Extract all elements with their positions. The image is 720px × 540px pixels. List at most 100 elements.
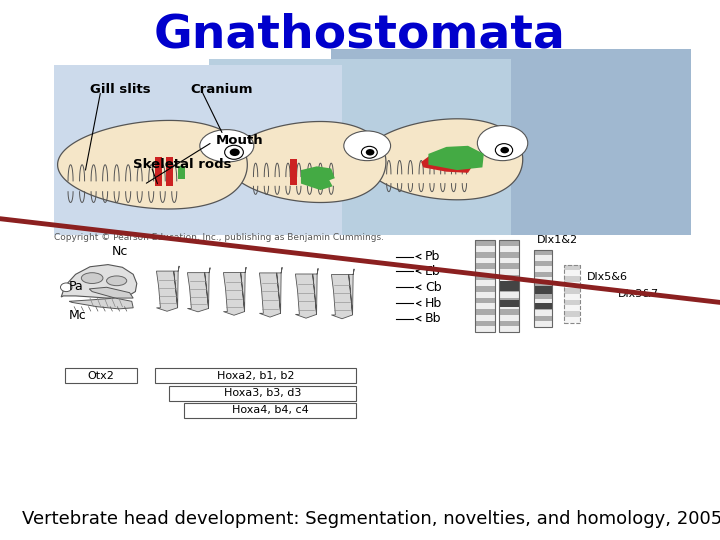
Circle shape — [495, 144, 513, 157]
Polygon shape — [58, 120, 248, 209]
Bar — [475, 326, 495, 332]
Bar — [564, 294, 580, 300]
Bar — [534, 278, 552, 283]
Bar — [475, 321, 495, 326]
Polygon shape — [428, 146, 484, 170]
Text: Cranium: Cranium — [191, 83, 253, 96]
Bar — [475, 252, 495, 258]
Bar — [499, 321, 519, 326]
Circle shape — [366, 149, 374, 156]
Bar — [564, 265, 580, 271]
Bar — [499, 269, 519, 275]
Polygon shape — [301, 176, 333, 190]
Bar — [534, 261, 552, 266]
Bar — [499, 240, 519, 246]
Polygon shape — [227, 122, 386, 202]
Bar — [166, 157, 173, 186]
Bar — [534, 286, 552, 294]
Bar — [499, 258, 519, 263]
Bar — [534, 250, 552, 327]
Bar — [534, 303, 552, 309]
Text: Pb: Pb — [425, 250, 440, 263]
Bar — [499, 280, 519, 286]
Circle shape — [60, 283, 72, 292]
Ellipse shape — [81, 273, 103, 284]
Bar — [499, 309, 519, 315]
Bar — [475, 240, 495, 332]
Text: Nc: Nc — [112, 245, 128, 258]
Bar — [499, 246, 519, 252]
Bar — [564, 265, 580, 323]
FancyBboxPatch shape — [184, 403, 356, 418]
Text: Gill slits: Gill slits — [90, 83, 150, 96]
Bar — [564, 271, 580, 276]
Ellipse shape — [107, 276, 127, 286]
Bar — [534, 316, 552, 321]
Text: Eb: Eb — [425, 265, 441, 278]
Polygon shape — [187, 268, 210, 312]
Bar — [475, 292, 495, 298]
Text: Cb: Cb — [425, 281, 441, 294]
Bar — [534, 255, 552, 261]
Bar — [499, 240, 519, 332]
Ellipse shape — [200, 130, 254, 162]
Circle shape — [361, 146, 377, 158]
Polygon shape — [331, 269, 354, 319]
Bar — [564, 276, 580, 282]
Bar — [475, 246, 495, 252]
Bar — [499, 292, 519, 298]
Bar — [475, 309, 495, 315]
Bar — [499, 252, 519, 258]
FancyBboxPatch shape — [155, 368, 356, 383]
Polygon shape — [61, 265, 137, 298]
Bar — [331, 49, 691, 235]
FancyBboxPatch shape — [65, 368, 137, 383]
Polygon shape — [301, 166, 335, 184]
Bar — [499, 286, 519, 292]
Circle shape — [500, 147, 509, 153]
Text: Gnathostomata: Gnathostomata — [154, 12, 566, 58]
Text: Hoxa3, b3, d3: Hoxa3, b3, d3 — [224, 388, 302, 398]
Bar — [564, 306, 580, 311]
Bar — [564, 317, 580, 323]
Bar — [564, 311, 580, 317]
Text: Hb: Hb — [425, 297, 442, 310]
Polygon shape — [223, 267, 246, 315]
Bar — [475, 275, 495, 280]
Polygon shape — [89, 287, 133, 298]
Polygon shape — [156, 266, 179, 311]
Bar — [564, 300, 580, 306]
FancyBboxPatch shape — [169, 386, 356, 401]
Bar — [499, 298, 519, 303]
Text: Dlx3&7: Dlx3&7 — [618, 289, 659, 299]
Bar — [499, 303, 519, 309]
Bar — [534, 283, 552, 288]
Bar — [475, 315, 495, 321]
Bar — [178, 166, 185, 179]
Text: Hoxa2, b1, b2: Hoxa2, b1, b2 — [217, 371, 294, 381]
Bar — [475, 258, 495, 263]
Bar — [499, 326, 519, 332]
Bar — [290, 159, 297, 185]
Bar — [54, 65, 342, 235]
Bar — [155, 157, 162, 186]
Text: Bb: Bb — [425, 312, 441, 325]
Text: Otx2: Otx2 — [87, 371, 114, 381]
Bar — [534, 305, 552, 310]
Bar — [475, 263, 495, 269]
Bar — [209, 59, 511, 235]
Text: Mouth: Mouth — [216, 134, 264, 147]
Bar — [564, 282, 580, 288]
Bar — [534, 266, 552, 272]
Polygon shape — [421, 150, 475, 173]
Bar — [564, 288, 580, 294]
Bar — [475, 286, 495, 292]
Text: Pa: Pa — [68, 280, 83, 293]
Text: Dlx5&6: Dlx5&6 — [587, 272, 628, 282]
Circle shape — [230, 148, 240, 156]
Bar — [499, 281, 519, 291]
Polygon shape — [295, 268, 318, 318]
Bar — [475, 240, 495, 246]
Bar — [534, 272, 552, 278]
Circle shape — [225, 145, 243, 159]
